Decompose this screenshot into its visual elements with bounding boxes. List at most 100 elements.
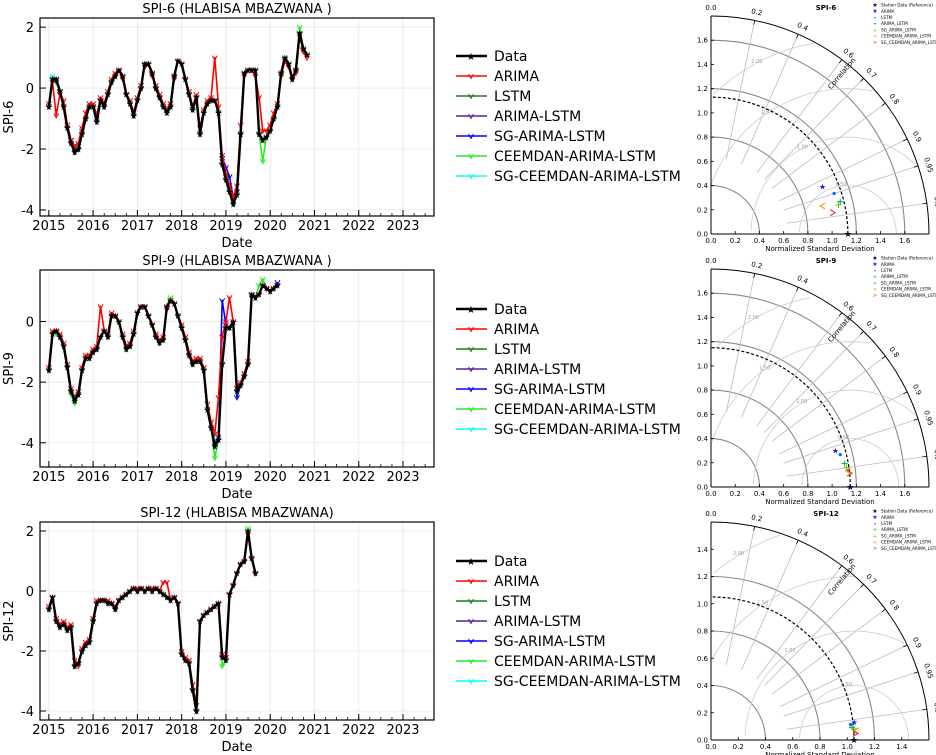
corr-tick — [838, 59, 843, 64]
tick-label-x: 2023 — [386, 723, 419, 738]
corr-ray — [783, 165, 919, 211]
legend-label: ARIMA-LSTM — [494, 614, 581, 630]
rms-arc — [710, 88, 874, 185]
data-point: ★ — [288, 75, 296, 85]
legend-label: ARIMA — [494, 322, 540, 338]
series-line — [48, 527, 257, 712]
data-point: ★ — [163, 109, 171, 119]
corr-ray — [725, 20, 755, 160]
data-point: ★ — [74, 391, 82, 401]
std-arc — [710, 88, 857, 235]
corr-tick-label: 0.99 — [932, 449, 936, 466]
data-point: ★ — [259, 136, 267, 146]
data-point: ★ — [111, 312, 119, 322]
std-tick-label-x: 1.4 — [896, 743, 908, 751]
std-arc — [710, 630, 821, 741]
data-point: ★ — [119, 594, 127, 604]
std-arc — [710, 438, 760, 488]
data-point: ★ — [178, 60, 186, 70]
taylor-legend-marker: + — [873, 281, 877, 287]
data-point — [171, 594, 178, 601]
taylor-legend-label: ARIMA_LSTM — [881, 527, 908, 532]
rms-label: 2.00 — [751, 59, 762, 65]
legend-marker: ★ — [467, 557, 476, 568]
tick-label-y: -2 — [21, 376, 34, 391]
tick-label-y: -2 — [21, 143, 34, 158]
taylor-title: SPI-6 — [816, 4, 837, 12]
tick-label-x: 2018 — [165, 219, 198, 234]
data-point — [53, 328, 60, 335]
data-point: ★ — [141, 588, 149, 598]
data-point: ★ — [222, 324, 230, 334]
std-tick-label-y: 0.6 — [697, 411, 709, 419]
legend-label: SG-CEEMDAN-ARIMA-LSTM — [494, 674, 681, 690]
corr-ray — [764, 331, 864, 433]
outer-arc — [710, 15, 930, 235]
legend-label: ARIMA-LSTM — [494, 362, 581, 378]
corr-tick — [881, 355, 886, 360]
data-point: ★ — [270, 115, 278, 125]
data-point — [163, 579, 170, 586]
std-tick-label-x: 0.0 — [705, 490, 716, 498]
data-point: ★ — [167, 297, 175, 307]
data-point: ★ — [189, 106, 197, 116]
corr-tick — [922, 455, 927, 458]
taylor-point: ★ — [851, 718, 858, 727]
corr-tick — [903, 391, 908, 395]
reference-arc — [710, 596, 855, 741]
data-point: ★ — [85, 354, 93, 364]
corr-ray — [741, 540, 799, 671]
std-tick-label-y: 0.8 — [697, 134, 708, 142]
std-tick-label-x: 0.4 — [754, 237, 766, 245]
std-arc — [710, 684, 767, 741]
std-tick-label-y: 0.4 — [697, 435, 709, 443]
plot-frame — [39, 269, 435, 468]
std-tick-label-y: 1.2 — [697, 85, 708, 93]
legend-label: ARIMA — [494, 574, 540, 590]
std-tick-label-x: 0.6 — [778, 237, 790, 245]
data-point — [252, 570, 259, 577]
tick-label-x: 2019 — [209, 723, 242, 738]
data-point: ★ — [233, 191, 241, 201]
data-point: ★ — [196, 618, 204, 628]
tick-label-x: 2021 — [298, 470, 331, 485]
data-point — [219, 663, 226, 670]
legend-label: ARIMA — [494, 69, 540, 85]
data-point: ★ — [262, 133, 270, 143]
taylor-legend-label: ARIMA — [881, 262, 895, 267]
taylor-title: SPI-9 — [816, 257, 837, 265]
data-point — [97, 304, 104, 310]
taylor-legend-label: CEEMDAN_ARIMA_LSTM — [881, 287, 931, 292]
axis-label-y: SPI-12 — [2, 600, 17, 641]
taylor-legend-marker: + — [873, 528, 877, 534]
legend: ★ Data ARIMA LSTM ARIMA-LSTM SG-ARIMA-LSTM CEE… — [456, 554, 681, 690]
taylor-legend-marker: ★ — [872, 261, 877, 268]
data-point: ★ — [292, 66, 300, 76]
corr-tick — [860, 78, 864, 82]
data-point: ★ — [174, 57, 182, 67]
data-point: ★ — [203, 406, 211, 416]
data-point — [71, 401, 78, 407]
data-point: ★ — [49, 330, 57, 340]
taylor-legend-marker: ★ — [872, 255, 877, 262]
data-point: ★ — [214, 600, 222, 610]
data-point: ★ — [126, 588, 134, 598]
data-point: ★ — [266, 127, 274, 137]
tick-label-x: 2015 — [32, 470, 65, 485]
legend-marker — [468, 326, 474, 333]
rms-label: 1.50 — [757, 600, 768, 606]
data-point: ★ — [226, 324, 234, 334]
legend-marker — [468, 113, 474, 120]
taylor-spi-12: 0.50 1.00 1.50 2.00 0.0 0.2 0.4 0.6 0.7 0.8 0.9 0.9… — [697, 508, 936, 755]
data-point — [274, 282, 281, 289]
corr-tick — [913, 671, 919, 674]
tick-label-x: 2018 — [165, 470, 198, 485]
data-point: ★ — [89, 348, 97, 358]
data-point: ★ — [174, 600, 182, 610]
corr-ray — [783, 418, 919, 464]
std-tick-label-x: 0.0 — [705, 237, 716, 245]
taylor-point — [844, 467, 851, 475]
data-point: ★ — [233, 388, 241, 398]
data-point: ★ — [115, 66, 123, 76]
tick-label-y: 0 — [26, 316, 34, 331]
